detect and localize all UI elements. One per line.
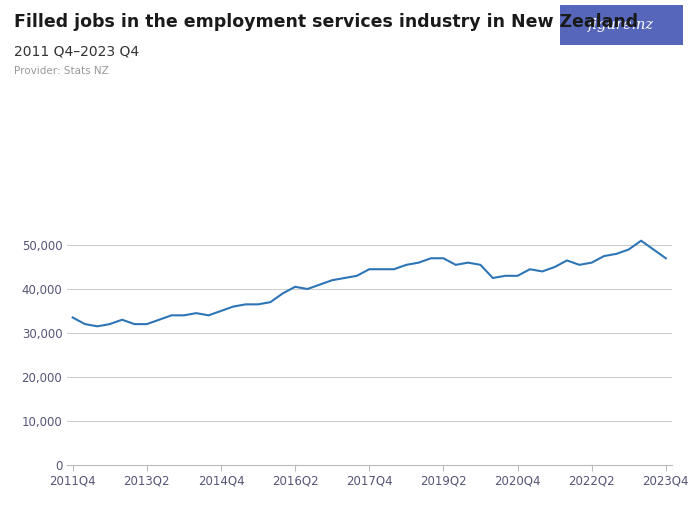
Text: 2011 Q4–2023 Q4: 2011 Q4–2023 Q4 bbox=[14, 45, 139, 59]
Text: Provider: Stats NZ: Provider: Stats NZ bbox=[14, 66, 108, 76]
Text: figure.nz: figure.nz bbox=[588, 18, 654, 32]
Text: Filled jobs in the employment services industry in New Zealand: Filled jobs in the employment services i… bbox=[14, 13, 638, 31]
